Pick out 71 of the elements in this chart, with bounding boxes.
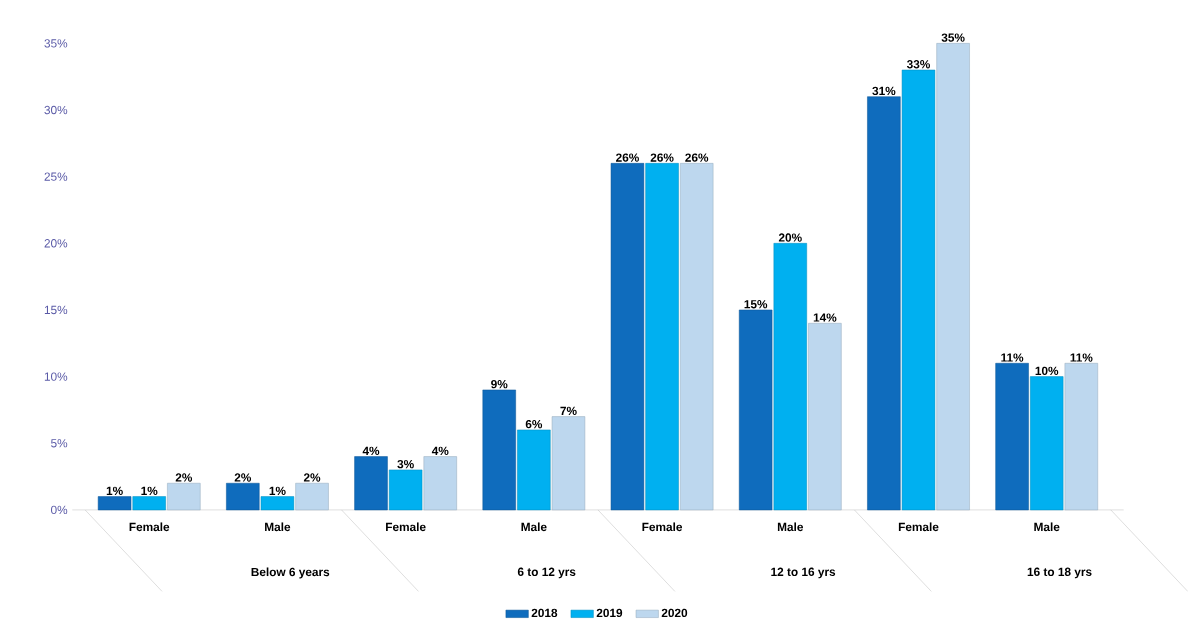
bar: [738, 309, 773, 511]
y-tick-label: 10%: [44, 372, 68, 381]
bar: [901, 69, 936, 511]
y-tick-label: 20%: [44, 239, 68, 248]
bar: [808, 323, 842, 511]
bar: [132, 496, 166, 511]
data-label: 1%: [106, 486, 123, 496]
text: 6 to 12 yrs: [517, 567, 576, 579]
data-label: 10%: [1035, 366, 1059, 376]
y-tick-label: 5%: [51, 439, 68, 448]
y-tick-label: 35%: [44, 39, 68, 48]
text: Below 6 years: [251, 567, 330, 579]
data-label: 26%: [616, 153, 639, 162]
y-tick-label: 15%: [44, 305, 68, 315]
data-label: 31%: [872, 86, 896, 96]
x-tick-label: Female: [129, 522, 170, 532]
data-label: 14%: [813, 313, 837, 322]
bar: [867, 96, 901, 511]
text: 16 to 18 yrs: [1027, 567, 1092, 579]
bar: [610, 163, 645, 511]
data-label: 4%: [362, 446, 380, 456]
y-tick-label: 30%: [44, 105, 68, 115]
x-tick-label: Male: [521, 522, 547, 532]
x-tick-label: Male: [777, 522, 804, 532]
data-label: 15%: [744, 300, 768, 309]
data-label: 2%: [303, 473, 321, 482]
data-label: 11%: [1001, 353, 1024, 362]
bar: [388, 469, 423, 511]
bar: [295, 483, 329, 511]
data-label: 2%: [175, 473, 193, 482]
data-label: 26%: [650, 153, 674, 162]
bar: [551, 416, 586, 511]
y-tick-label: 25%: [44, 172, 68, 181]
bar: [773, 243, 807, 511]
bar: [97, 496, 132, 511]
bar: [167, 483, 201, 511]
bar: [1030, 376, 1064, 511]
bar: [423, 456, 457, 511]
bar: [679, 163, 714, 511]
bar: [645, 163, 679, 511]
data-label: 35%: [941, 33, 965, 42]
data-label: 20%: [778, 233, 802, 242]
x-tick-label: Female: [642, 522, 683, 532]
x-tick-label: Female: [898, 522, 939, 532]
data-label: 7%: [560, 406, 577, 416]
legend-label: 2018: [531, 608, 558, 618]
data-label: 2%: [234, 473, 252, 482]
bar: [260, 496, 295, 511]
data-label: 26%: [685, 153, 709, 162]
bar: [482, 389, 516, 511]
data-label: 6%: [525, 420, 543, 429]
bar: [936, 43, 970, 511]
bar: [226, 483, 260, 511]
bar: [1064, 363, 1099, 511]
legend-label: 2020: [661, 608, 688, 618]
y-tick-label: 0%: [51, 505, 68, 515]
data-label: 4%: [431, 446, 449, 456]
x-tick-label: Male: [1034, 522, 1060, 532]
bar: [517, 429, 551, 511]
data-label: 3%: [397, 460, 414, 469]
x-tick-label: Female: [386, 522, 426, 532]
text: 12 to 16 yrs: [771, 567, 836, 579]
data-label: 1%: [141, 486, 158, 496]
bar: [995, 363, 1029, 511]
legend-label: 2019: [596, 608, 623, 618]
x-tick-label: Male: [265, 522, 291, 532]
data-label: 11%: [1070, 353, 1093, 362]
data-label: 9%: [491, 380, 508, 389]
bar: [354, 456, 388, 511]
data-label: 33%: [906, 60, 931, 69]
data-label: 1%: [269, 486, 286, 496]
